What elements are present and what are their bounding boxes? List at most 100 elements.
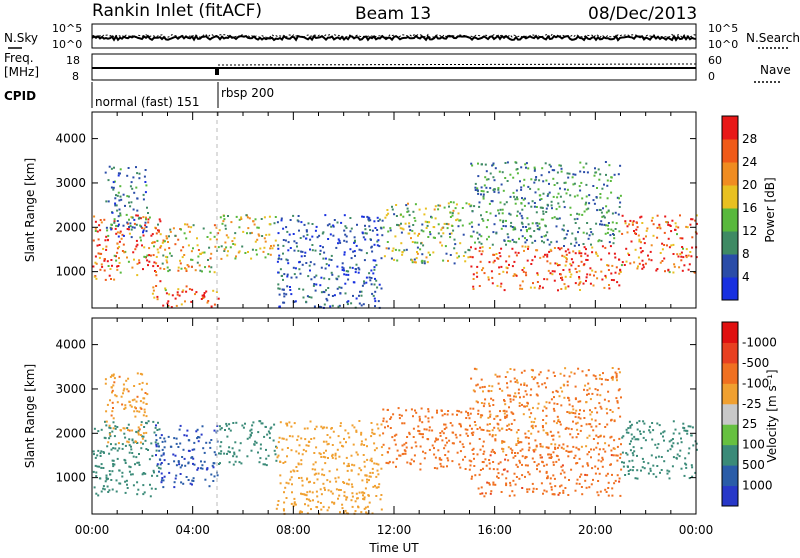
power-cell-9 xyxy=(640,251,643,254)
vel-cell-4 xyxy=(361,479,364,482)
power-cell-1 xyxy=(109,226,112,229)
power-cell-7 xyxy=(478,285,481,287)
vel-cell-2 xyxy=(192,480,195,482)
power-cell-4 xyxy=(245,214,248,217)
vel-cell-7 xyxy=(596,393,599,396)
power-cell-8 xyxy=(560,170,563,173)
power-cell-0 xyxy=(139,236,142,239)
vel-cell-6 xyxy=(597,453,600,456)
vel-cell-6 xyxy=(605,474,608,477)
vel-cell-6 xyxy=(518,459,521,462)
vel-cell-4 xyxy=(363,496,366,499)
power-cell-8 xyxy=(504,225,507,228)
power-cell-7 xyxy=(574,282,577,285)
vel-cell-6 xyxy=(580,486,583,488)
power-cell-0 xyxy=(92,265,95,268)
power-cell-8 xyxy=(602,215,605,218)
vel-cell-4 xyxy=(327,506,330,509)
vel-cell-6 xyxy=(540,456,543,459)
power-cell-4 xyxy=(268,215,271,218)
vel-cell-0 xyxy=(143,491,146,494)
power-colorbar-label: Power [dB] xyxy=(763,177,777,242)
power-cell-6 xyxy=(396,223,398,226)
power-cell-2 xyxy=(180,303,183,306)
vel-cell-7 xyxy=(475,384,478,387)
vel-cell-7 xyxy=(579,409,581,412)
power-cell-6 xyxy=(455,203,458,206)
power-cell-6 xyxy=(461,207,464,209)
vel-cell-7 xyxy=(543,405,546,408)
vel-cell-0 xyxy=(128,438,131,441)
power-cell-8 xyxy=(547,193,550,196)
vel-cell-3 xyxy=(246,455,249,458)
power-cell-8 xyxy=(556,171,559,174)
power-cell-7 xyxy=(511,265,514,268)
vel-cell-8 xyxy=(670,439,673,442)
vel-cell-2 xyxy=(201,467,204,470)
vel-cell-0 xyxy=(147,420,150,423)
power-cell-8 xyxy=(520,166,523,169)
vel-cell-1 xyxy=(105,420,108,423)
vel-cell-4 xyxy=(322,440,325,443)
vel-cell-6 xyxy=(497,477,500,479)
vel-cell-2 xyxy=(179,473,182,475)
vel-cell-6 xyxy=(496,475,498,478)
vel-cell-4 xyxy=(307,498,310,501)
vel-cell-2 xyxy=(204,478,207,481)
vel-cell-4 xyxy=(348,436,351,439)
vel-cell-4 xyxy=(355,430,358,433)
power-cell-8 xyxy=(593,174,596,177)
power-cell-6 xyxy=(393,258,396,261)
vel-cell-5 xyxy=(394,443,397,446)
vel-cell-2 xyxy=(175,442,178,445)
vel-cell-4 xyxy=(351,424,354,427)
vel-cell-5 xyxy=(437,438,439,441)
vel-cell-2 xyxy=(181,456,184,458)
vel-cell-4 xyxy=(378,483,381,486)
vel-cell-6 xyxy=(524,455,527,458)
vel-cell-4 xyxy=(376,423,379,426)
power-cell-7 xyxy=(480,253,483,256)
power-cell-0 xyxy=(149,254,152,257)
vel-cell-4 xyxy=(307,481,310,484)
vel-cell-0 xyxy=(112,459,115,462)
power-cell-3 xyxy=(187,265,190,268)
vel-cell-1 xyxy=(138,410,141,413)
power-cell-7 xyxy=(471,256,474,259)
vel-cell-7 xyxy=(539,443,542,445)
power-cell-8 xyxy=(614,228,617,230)
power-cell-4 xyxy=(234,243,237,246)
power-cell-8 xyxy=(599,173,602,176)
power-cell-0 xyxy=(127,228,130,231)
vel-cell-7 xyxy=(599,394,602,397)
power-cell-8 xyxy=(476,189,479,192)
vel-cell-0 xyxy=(102,487,105,490)
vel-cell-5 xyxy=(397,407,400,410)
power-cell-5 xyxy=(276,221,279,224)
vel-cell-1 xyxy=(131,429,134,432)
power-cell-8 xyxy=(522,198,525,201)
vel-cell-4 xyxy=(283,501,286,504)
power-cell-5 xyxy=(277,232,280,235)
power-cell-6 xyxy=(400,231,403,234)
power-cell-5 xyxy=(321,232,324,235)
vel-cell-0 xyxy=(100,463,103,466)
vel-cell-7 xyxy=(501,389,504,392)
vel-cell-7 xyxy=(483,402,486,405)
power-cell-0 xyxy=(99,219,102,221)
power-cell-7 xyxy=(578,250,581,253)
vel-cell-2 xyxy=(208,485,211,488)
power-cell-9 xyxy=(671,219,674,222)
power-cell-0 xyxy=(128,232,131,235)
power-cell-8 xyxy=(592,199,595,202)
vel-cell-8 xyxy=(648,429,651,432)
power-cell-0 xyxy=(130,216,133,219)
vel-cell-0 xyxy=(99,452,102,455)
power-cell-5 xyxy=(310,296,313,299)
power-cell-6 xyxy=(395,215,398,217)
vel-cell-8 xyxy=(666,472,669,475)
vel-cell-2 xyxy=(187,479,190,481)
vel-cell-6 xyxy=(505,454,508,456)
power-cell-8 xyxy=(480,214,482,217)
power-cell-9 xyxy=(676,253,679,256)
